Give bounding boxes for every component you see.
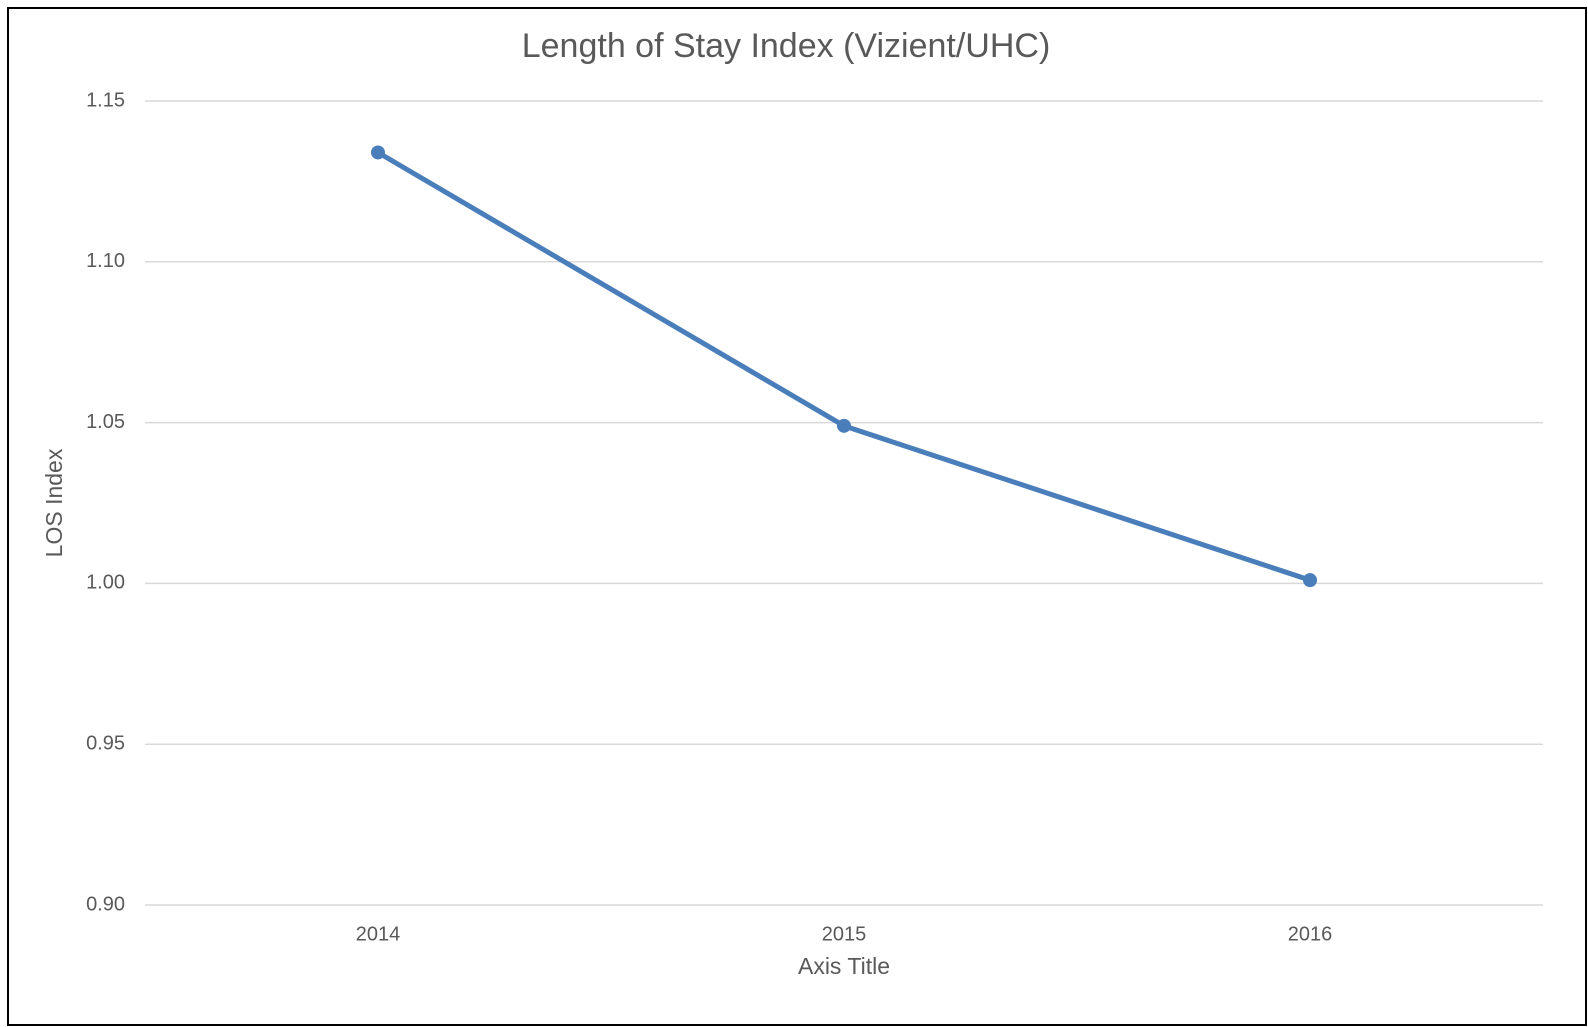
y-tick-label: 1.15 — [86, 89, 125, 111]
y-tick-label: 1.10 — [86, 250, 125, 272]
x-tick-label: 2015 — [822, 923, 867, 945]
y-axis-title: LOS Index — [41, 448, 67, 557]
x-tick-label: 2016 — [1288, 923, 1333, 945]
data-point — [837, 418, 851, 433]
y-tick-label: 0.90 — [86, 893, 125, 915]
data-point — [371, 145, 385, 160]
y-tick-label: 1.05 — [86, 411, 125, 433]
y-tick-label: 0.95 — [86, 732, 125, 754]
x-tick-label: 2014 — [356, 923, 401, 945]
chart-title: Length of Stay Index (Vizient/UHC) — [522, 27, 1051, 65]
data-point — [1303, 573, 1317, 588]
x-axis-title: Axis Title — [798, 953, 890, 979]
chart-border — [7, 7, 1587, 1026]
y-tick-label: 1.00 — [86, 572, 125, 594]
